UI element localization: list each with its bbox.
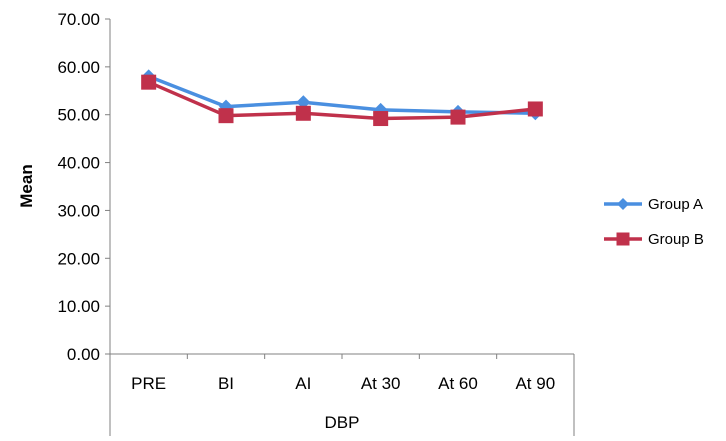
x-tick-label: AI bbox=[295, 374, 311, 393]
y-tick-labels: 0.00 10.00 20.00 30.00 40.00 50.00 60.00 70.00 bbox=[57, 10, 100, 364]
y-tick-label: 20.00 bbox=[57, 249, 100, 268]
y-axis-label: Mean bbox=[17, 164, 36, 207]
series-group bbox=[141, 69, 543, 127]
legend-marker bbox=[616, 232, 630, 246]
data-point bbox=[373, 111, 389, 127]
x-axis-label: DBP bbox=[325, 413, 360, 432]
legend-label: Group B bbox=[648, 231, 704, 248]
x-tick-labels: PRE BI AI At 30 At 60 At 90 bbox=[131, 374, 555, 393]
x-tick-label: At 90 bbox=[515, 374, 555, 393]
data-point bbox=[218, 108, 234, 124]
legend-item: Group B bbox=[604, 231, 704, 248]
legend-label: Group A bbox=[648, 196, 703, 213]
x-tick-label: BI bbox=[218, 374, 234, 393]
y-tick-label: 40.00 bbox=[57, 154, 100, 173]
series-group-a bbox=[141, 69, 543, 121]
data-point bbox=[295, 105, 311, 121]
legend: Group A Group B bbox=[604, 196, 704, 248]
axes bbox=[105, 18, 575, 436]
y-tick-label: 60.00 bbox=[57, 58, 100, 77]
x-tick-label: PRE bbox=[131, 374, 166, 393]
y-tick-label: 30.00 bbox=[57, 201, 100, 220]
y-tick-label: 0.00 bbox=[67, 345, 100, 364]
legend-marker bbox=[617, 198, 629, 210]
x-tick-label: At 60 bbox=[438, 374, 478, 393]
y-tick-label: 10.00 bbox=[57, 297, 100, 316]
data-point bbox=[296, 95, 311, 110]
data-point bbox=[141, 74, 157, 90]
x-tick-label: At 30 bbox=[361, 374, 401, 393]
data-point bbox=[527, 101, 543, 117]
series-line bbox=[147, 80, 536, 121]
y-tick-label: 50.00 bbox=[57, 106, 100, 125]
series-line bbox=[148, 74, 536, 116]
legend-item: Group A bbox=[604, 196, 703, 213]
data-point bbox=[450, 109, 466, 125]
y-tick-label: 70.00 bbox=[57, 10, 100, 29]
series-group-b bbox=[141, 74, 543, 127]
